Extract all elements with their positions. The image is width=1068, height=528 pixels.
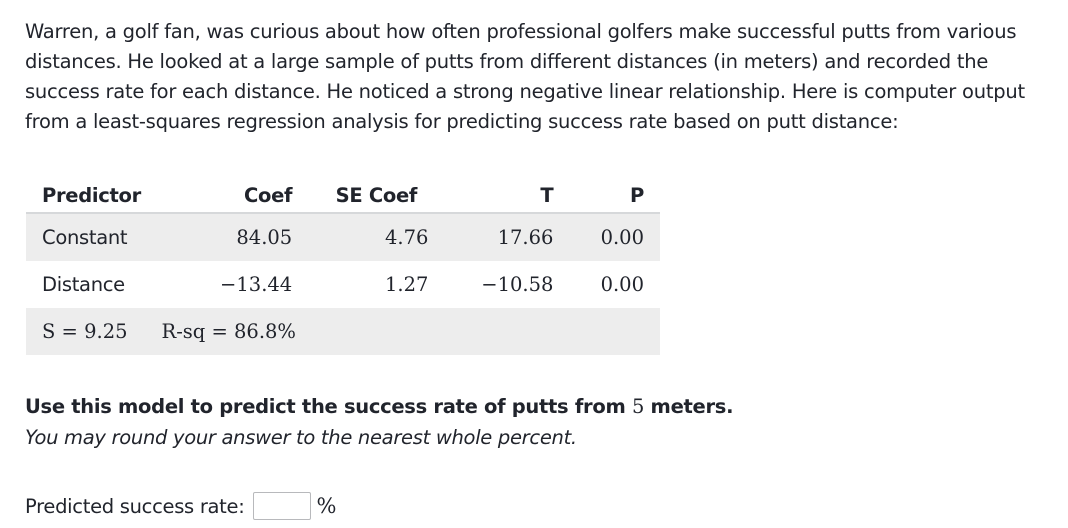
table-row: Distance −13.44 1.27 −10.58 0.00 xyxy=(26,261,660,308)
question-distance-value: 5 xyxy=(631,395,645,418)
table-header-row: Predictor Coef SE Coef T P xyxy=(26,178,660,214)
row-predictor: Distance xyxy=(42,273,125,296)
header-se-coef: SE Coef xyxy=(308,178,445,214)
row-se-coef: 4.76 xyxy=(308,213,445,261)
residual-std-error: S = 9.25 xyxy=(42,320,128,343)
row-p: 0.00 xyxy=(569,213,660,261)
problem-intro: Warren, a golf fan, was curious about ho… xyxy=(25,20,1025,133)
row-se-coef: 1.27 xyxy=(385,273,429,296)
question-text-before: Use this model to predict the success ra… xyxy=(25,395,632,418)
header-coef: Coef xyxy=(183,178,309,214)
row-coef: −13.44 xyxy=(220,273,293,296)
regression-output-table: Predictor Coef SE Coef T P Constant 84.0… xyxy=(26,178,660,355)
percent-unit: % xyxy=(316,494,337,518)
row-p: 0.00 xyxy=(600,273,644,296)
row-predictor: Constant xyxy=(26,213,184,261)
question-prompt: Use this model to predict the success ra… xyxy=(25,395,733,418)
rounding-hint: You may round your answer to the nearest… xyxy=(25,426,577,449)
model-summary: S = 9.25 R-sq = 86.8% xyxy=(26,308,660,355)
header-t: T xyxy=(444,178,570,214)
question-text-after: meters. xyxy=(644,395,734,418)
answer-row: Predicted success rate: % xyxy=(25,490,336,522)
answer-label: Predicted success rate: xyxy=(25,494,245,518)
row-t: −10.58 xyxy=(481,273,554,296)
r-squared: R-sq = 86.8% xyxy=(161,320,296,343)
row-coef: 84.05 xyxy=(183,213,309,261)
predicted-success-rate-input[interactable] xyxy=(252,492,311,520)
header-predictor: Predictor xyxy=(26,178,184,214)
table-summary-row: S = 9.25 R-sq = 86.8% xyxy=(26,308,660,355)
header-p: P xyxy=(569,178,660,214)
row-t: 17.66 xyxy=(444,213,570,261)
table-row: Constant 84.05 4.76 17.66 0.00 xyxy=(26,213,660,261)
